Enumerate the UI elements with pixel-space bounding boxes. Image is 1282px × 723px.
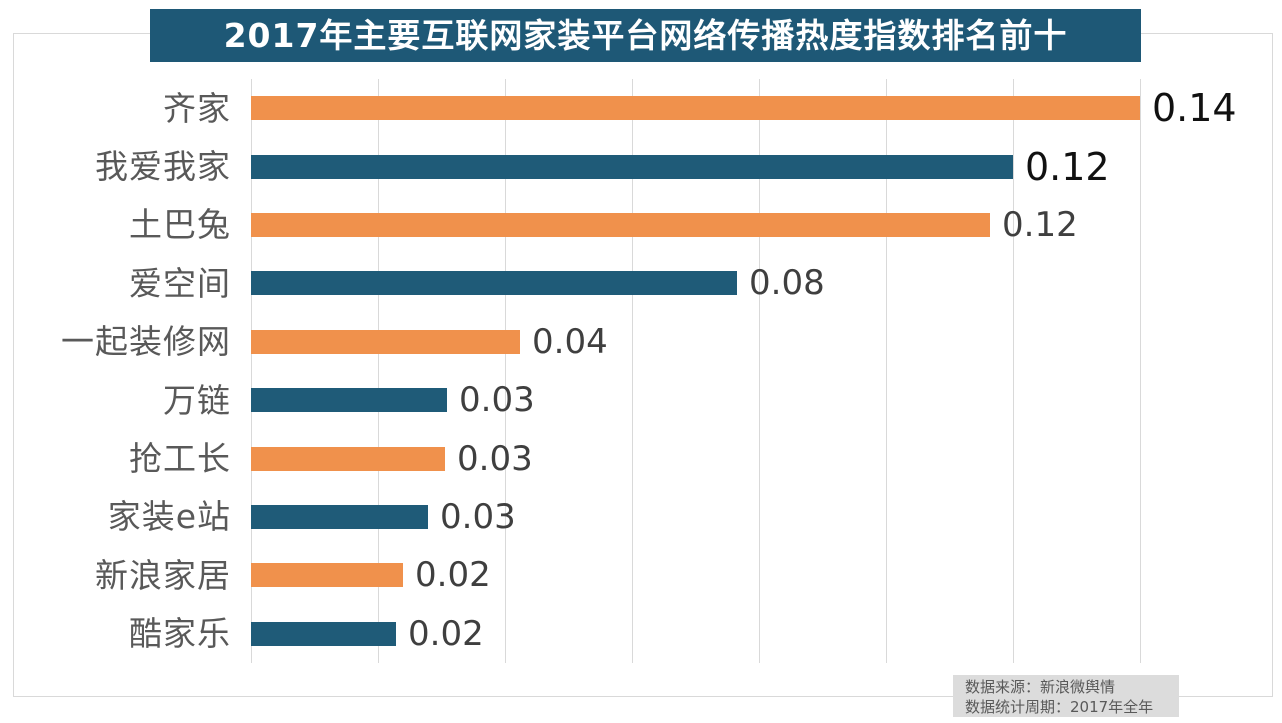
- plot-area: 0.14 0.12 0.12 0.08 0.04 0.03 0.03 0.03 0.02 0.02: [251, 79, 1237, 663]
- category-axis: 齐家我爱我家土巴兔爱空间一起装修网万链抢工长家装e站新浪家居酷家乐: [0, 79, 231, 663]
- category-row: 齐家: [0, 79, 231, 137]
- value-label: 0.08: [749, 263, 825, 304]
- value-label: 0.12: [1002, 204, 1078, 245]
- category-label: 酷家乐: [129, 614, 231, 654]
- bar-土巴兔: [251, 212, 990, 237]
- bar-row: 0.12: [251, 137, 1140, 195]
- value-label: 0.14: [1152, 86, 1237, 131]
- chart-title: 2017年主要互联网家装平台网络传播热度指数排名前十: [150, 9, 1141, 62]
- value-label: 0.03: [440, 496, 516, 537]
- gridline: [759, 79, 760, 663]
- category-label: 我爱我家: [95, 147, 231, 187]
- source-line-data-origin: 数据来源：新浪微舆情: [965, 678, 1116, 696]
- bar-爱空间: [251, 271, 737, 296]
- category-label: 一起装修网: [61, 322, 231, 362]
- category-row: 新浪家居: [0, 546, 231, 604]
- bar-新浪家居: [251, 563, 403, 588]
- value-label: 0.12: [1025, 144, 1110, 189]
- bar-row: 0.03: [251, 488, 1140, 546]
- bar-一起装修网: [251, 329, 520, 354]
- category-row: 家装e站: [0, 488, 231, 546]
- bar-row: 0.02: [251, 605, 1140, 663]
- gridline: [1013, 79, 1014, 663]
- value-label: 0.04: [532, 321, 608, 362]
- bar-row: 0.02: [251, 546, 1140, 604]
- value-label: 0.03: [459, 380, 535, 421]
- bar-家装e站: [251, 504, 428, 529]
- category-row: 我爱我家: [0, 137, 231, 195]
- gridline: [632, 79, 633, 663]
- gridline: [886, 79, 887, 663]
- category-row: 酷家乐: [0, 605, 231, 663]
- category-row: 土巴兔: [0, 196, 231, 254]
- bar-万链: [251, 388, 447, 413]
- category-label: 爱空间: [129, 263, 231, 303]
- value-label: 0.02: [415, 555, 491, 596]
- y-axis-line: [251, 79, 252, 663]
- bar-row: 0.03: [251, 429, 1140, 487]
- bar-row: 0.12: [251, 196, 1140, 254]
- category-label: 新浪家居: [95, 555, 231, 595]
- category-row: 爱空间: [0, 254, 231, 312]
- bar-row: 0.08: [251, 254, 1140, 312]
- category-row: 万链: [0, 371, 231, 429]
- source-line-period: 数据统计周期：2017年全年: [965, 698, 1154, 716]
- source-note: 数据来源：新浪微舆情 数据统计周期：2017年全年: [953, 675, 1179, 717]
- gridline: [1140, 79, 1141, 663]
- category-row: 抢工长: [0, 429, 231, 487]
- bar-row: 0.04: [251, 313, 1140, 371]
- value-label: 0.02: [408, 613, 484, 654]
- bar-row: 0.03: [251, 371, 1140, 429]
- plot-frame: [13, 33, 1273, 697]
- bar-齐家: [251, 96, 1140, 121]
- category-label: 家装e站: [107, 497, 231, 537]
- category-label: 万链: [163, 380, 231, 420]
- value-label: 0.03: [457, 438, 533, 479]
- category-label: 齐家: [163, 88, 231, 128]
- category-label: 土巴兔: [129, 205, 231, 245]
- category-label: 抢工长: [129, 439, 231, 479]
- gridline: [378, 79, 379, 663]
- category-row: 一起装修网: [0, 313, 231, 371]
- bar-row: 0.14: [251, 79, 1237, 137]
- gridline: [505, 79, 506, 663]
- bar-我爱我家: [251, 154, 1013, 179]
- bar-酷家乐: [251, 621, 396, 646]
- bar-抢工长: [251, 446, 445, 471]
